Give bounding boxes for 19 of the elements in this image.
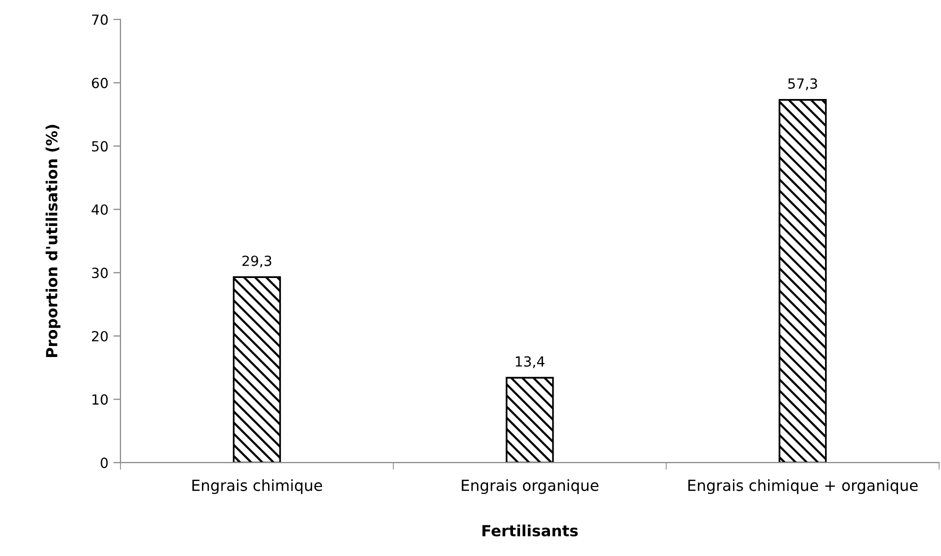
y-tick-label: 40 [92, 204, 108, 215]
y-tick-label: 0 [100, 458, 108, 468]
bar [232, 276, 281, 463]
y-tick-label: 30 [92, 268, 108, 278]
data-label: 13,4 [516, 356, 544, 368]
y-tick-label: 20 [92, 330, 108, 342]
y-tick-label: 50 [92, 141, 108, 152]
y-tick-label: 70 [92, 14, 108, 25]
x-axis-title: Fertilisants [482, 524, 578, 536]
bar [778, 99, 827, 463]
data-label: 29,3 [242, 256, 272, 268]
x-tick-label: Engrais chimique [192, 479, 322, 494]
data-label: 57,3 [788, 78, 818, 90]
x-tick-label: Engrais organique [462, 479, 598, 494]
y-tick-label: 60 [92, 78, 108, 88]
y-axis-title: Proportion d'utilisation (%) [46, 124, 60, 358]
x-tick-label: Engrais chimique + organique [688, 479, 918, 494]
bar [506, 376, 554, 463]
y-tick-label: 10 [92, 394, 108, 405]
